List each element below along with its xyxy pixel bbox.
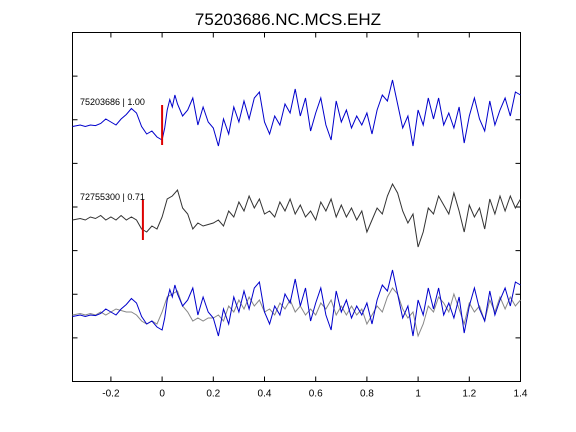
plot-frame: [72, 32, 521, 382]
trace-label: 72755300 | 0.71: [80, 192, 145, 202]
x-axis-ticks: -0.2 0 0.2 0.4 0.6 0.8 1 1.2 1.4: [102, 32, 528, 400]
x-tick-label: 1.4: [514, 389, 528, 400]
x-tick-label: 1: [415, 389, 421, 400]
y-axis-ticks: [72, 75, 521, 339]
pick-markers: [141, 105, 164, 240]
x-tick-label: 0: [159, 389, 165, 400]
x-tick-label: 0.4: [258, 389, 272, 400]
trace-line-4: [72, 269, 521, 337]
trace-label: 75203686 | 1.00: [80, 97, 145, 107]
trace-line-2: [72, 182, 521, 248]
trace-labels: 75203686 | 1.00 72755300 | 0.71: [80, 97, 145, 202]
x-tick-label: -0.2: [102, 389, 120, 400]
x-tick-label: 0.2: [206, 389, 220, 400]
chart-title: 75203686.NC.MCS.EHZ: [195, 10, 381, 29]
x-tick-label: 1.2: [462, 389, 476, 400]
x-tick-label: 0.6: [309, 389, 323, 400]
x-tick-label: 0.8: [360, 389, 374, 400]
trace-line-1: [72, 79, 521, 147]
trace-lines: [72, 79, 521, 338]
